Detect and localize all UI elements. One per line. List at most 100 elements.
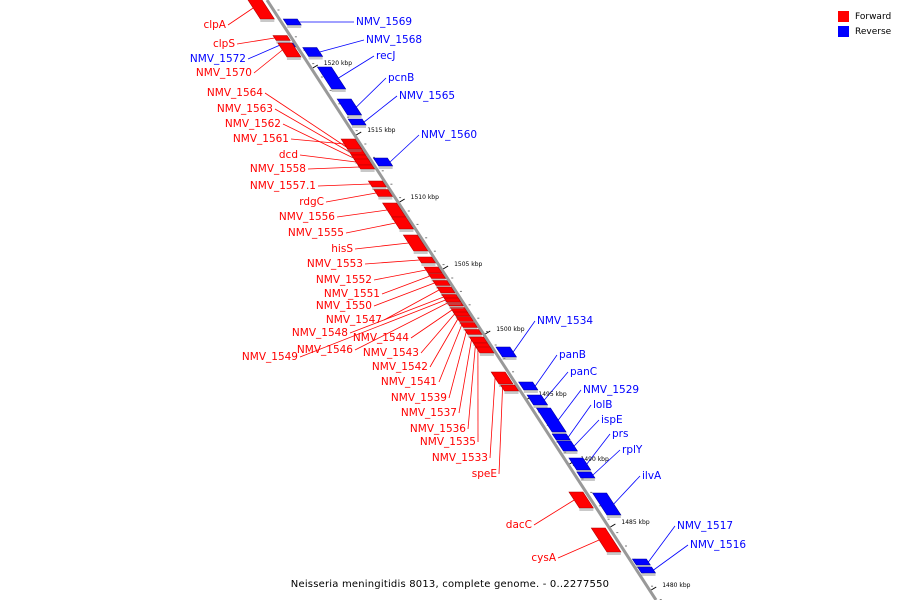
gene-label-nmv_1548[interactable]: NMV_1548 bbox=[292, 327, 348, 339]
gene-label-nmv_1564[interactable]: NMV_1564 bbox=[207, 87, 263, 99]
gene-label-rdgc[interactable]: rdgC bbox=[299, 196, 324, 208]
gene-label-nmv_1568[interactable]: NMV_1568 bbox=[366, 34, 422, 46]
gene-label-nmv_1563[interactable]: NMV_1563 bbox=[217, 103, 273, 115]
gene-nmv_1539-block[interactable] bbox=[464, 329, 483, 335]
gene-label-nmv_1572[interactable]: NMV_1572 bbox=[190, 53, 246, 65]
gene-nmv_1560-shadow bbox=[378, 166, 393, 169]
gene-label-ilva[interactable]: ilvA bbox=[642, 470, 662, 482]
gene-label-dcd[interactable]: dcd bbox=[279, 149, 298, 161]
gene-label-nmv_1551[interactable]: NMV_1551 bbox=[324, 288, 380, 300]
gene-rdgc-block[interactable] bbox=[373, 189, 393, 197]
gene-nmv_1561-shadow bbox=[347, 149, 362, 152]
leader-clps bbox=[236, 37, 275, 45]
gene-label-prs[interactable]: prs bbox=[612, 428, 628, 440]
gene-spee-block[interactable] bbox=[500, 384, 520, 392]
gene-label-panb[interactable]: panB bbox=[559, 349, 586, 361]
gene-label-nmv_1557.1[interactable]: NMV_1557.1 bbox=[250, 180, 316, 192]
gene-label-clpa[interactable]: clpA bbox=[203, 19, 226, 31]
gene-ispe-block[interactable] bbox=[556, 440, 578, 452]
gene-label-nmv_1542[interactable]: NMV_1542 bbox=[372, 361, 428, 373]
gene-nmv_1570-block[interactable] bbox=[277, 42, 302, 58]
gene-label-nmv_1516[interactable]: NMV_1516 bbox=[690, 539, 746, 551]
leader-lolb bbox=[567, 404, 592, 438]
gene-nmv_1549-block[interactable] bbox=[443, 297, 462, 303]
gene-label-nmv_1535[interactable]: NMV_1535 bbox=[420, 436, 476, 448]
gene-label-nmv_1560[interactable]: NMV_1560 bbox=[421, 129, 477, 141]
gene-label-panc[interactable]: panC bbox=[570, 366, 597, 378]
gene-label-nmv_1541[interactable]: NMV_1541 bbox=[381, 376, 437, 388]
gene-nmv_1558-block[interactable] bbox=[357, 164, 376, 170]
gene-nmv_1551-block[interactable] bbox=[427, 273, 447, 279]
gene-label-nmv_1533[interactable]: NMV_1533 bbox=[432, 452, 488, 464]
gene-panb-block[interactable] bbox=[518, 381, 539, 391]
gene-clpa-block[interactable] bbox=[246, 0, 275, 20]
gene-nmv_1561-block[interactable] bbox=[340, 138, 363, 150]
gene-hiss-block[interactable] bbox=[402, 234, 429, 252]
gene-label-recj[interactable]: recJ bbox=[376, 50, 395, 62]
gene-label-cysa[interactable]: cysA bbox=[531, 552, 556, 564]
gene-recj-block[interactable] bbox=[316, 66, 347, 90]
gene-nmv_1516-block[interactable] bbox=[637, 566, 657, 574]
gene-label-clps[interactable]: clpS bbox=[213, 38, 235, 50]
gene-label-nmv_1550[interactable]: NMV_1550 bbox=[316, 300, 372, 312]
gene-label-dacc[interactable]: dacC bbox=[506, 519, 532, 531]
gene-dacc-block[interactable] bbox=[568, 491, 594, 509]
gene-nmv_1569-block[interactable] bbox=[282, 18, 302, 26]
gene-label-nmv_1555[interactable]: NMV_1555 bbox=[288, 227, 344, 239]
gene-label-nmv_1570[interactable]: NMV_1570 bbox=[196, 67, 252, 79]
gene-label-nmv_1543[interactable]: NMV_1543 bbox=[363, 347, 419, 359]
gene-nmv_1534-block[interactable] bbox=[495, 346, 518, 358]
gene-nmv_1541-block[interactable] bbox=[459, 322, 478, 328]
gene-label-spee[interactable]: speE bbox=[472, 468, 497, 480]
gene-prs-block[interactable] bbox=[568, 457, 592, 471]
gene-nmv_1529-block[interactable] bbox=[535, 407, 567, 433]
gene-ilva-block[interactable] bbox=[592, 492, 622, 516]
gene-label-nmv_1536[interactable]: NMV_1536 bbox=[410, 423, 466, 435]
gene-rply-block[interactable] bbox=[576, 471, 596, 479]
gene-label-nmv_1544[interactable]: NMV_1544 bbox=[353, 332, 409, 344]
gene-label-nmv_1552[interactable]: NMV_1552 bbox=[316, 274, 372, 286]
gene-label-nmv_1565[interactable]: NMV_1565 bbox=[399, 90, 455, 102]
gene-nmv_1560-block[interactable] bbox=[372, 157, 394, 167]
gene-nmv_1552-block[interactable] bbox=[423, 266, 443, 274]
gene-label-nmv_1556[interactable]: NMV_1556 bbox=[279, 211, 335, 223]
gene-nmv_1542-block[interactable] bbox=[455, 316, 474, 322]
gene-nmv_1535-block[interactable] bbox=[475, 346, 495, 354]
gene-label-hiss[interactable]: hisS bbox=[331, 243, 353, 255]
gene-label-ispe[interactable]: ispE bbox=[601, 414, 623, 426]
gene-nmv_1568-block[interactable] bbox=[302, 47, 324, 57]
gene-label-nmv_1558[interactable]: NMV_1558 bbox=[250, 163, 306, 175]
gene-label-nmv_1539[interactable]: NMV_1539 bbox=[391, 392, 447, 404]
gene-lolb-block[interactable] bbox=[551, 433, 571, 441]
gene-clps-block[interactable] bbox=[272, 35, 291, 41]
gene-label-nmv_1553[interactable]: NMV_1553 bbox=[307, 258, 363, 270]
gene-ispe-shadow bbox=[563, 451, 578, 454]
gene-label-nmv_1549[interactable]: NMV_1549 bbox=[242, 351, 298, 363]
gene-nmv_1557.1-block[interactable] bbox=[367, 180, 387, 188]
gene-nmv_1555-block[interactable] bbox=[391, 216, 415, 230]
gene-label-lolb[interactable]: lolB bbox=[593, 399, 612, 411]
gene-nmv_1547-block[interactable] bbox=[436, 286, 456, 294]
gene-nmv_1543-block[interactable] bbox=[452, 311, 471, 317]
gene-pcnb-block[interactable] bbox=[336, 98, 363, 116]
leader-nmv_1562 bbox=[282, 123, 354, 159]
gene-nmv_1533-block[interactable] bbox=[490, 371, 514, 385]
gene-label-nmv_1547[interactable]: NMV_1547 bbox=[326, 314, 382, 326]
gene-nmv_1550-block[interactable] bbox=[432, 280, 451, 286]
leader-nmv_1517 bbox=[648, 525, 676, 563]
gene-label-nmv_1529[interactable]: NMV_1529 bbox=[583, 384, 639, 396]
gene-label-nmv_1534[interactable]: NMV_1534 bbox=[537, 315, 593, 327]
gene-label-nmv_1562[interactable]: NMV_1562 bbox=[225, 118, 281, 130]
gene-label-nmv_1569[interactable]: NMV_1569 bbox=[356, 16, 412, 28]
gene-cysa-block[interactable] bbox=[590, 527, 622, 553]
gene-nmv_1565-block[interactable] bbox=[347, 118, 367, 126]
gene-label-nmv_1561[interactable]: NMV_1561 bbox=[233, 133, 289, 145]
gene-label-nmv_1537[interactable]: NMV_1537 bbox=[401, 407, 457, 419]
gene-panc-block[interactable] bbox=[526, 394, 549, 406]
gene-nmv_1517-block[interactable] bbox=[631, 558, 651, 566]
gene-nmv_1553-block[interactable] bbox=[417, 256, 437, 264]
gene-label-nmv_1546[interactable]: NMV_1546 bbox=[297, 344, 353, 356]
gene-label-pcnb[interactable]: pcnB bbox=[388, 72, 414, 84]
gene-label-nmv_1517[interactable]: NMV_1517 bbox=[677, 520, 733, 532]
gene-label-rply[interactable]: rplY bbox=[622, 444, 643, 456]
